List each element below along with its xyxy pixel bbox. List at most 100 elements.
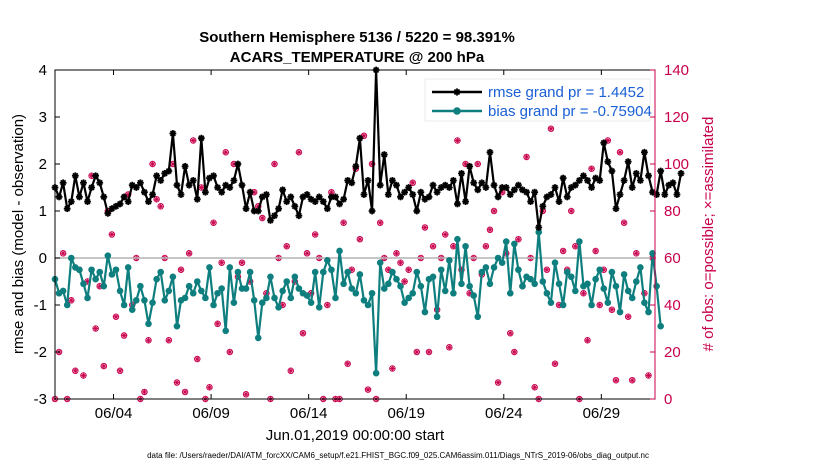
bias-point	[116, 287, 124, 295]
obs-assimilated-point	[145, 337, 152, 343]
obs-possible-point	[409, 179, 416, 187]
obs-possible-point	[511, 348, 518, 356]
bias-point	[576, 238, 583, 245]
bias-point	[572, 287, 579, 295]
obs-assimilated-point	[121, 332, 127, 339]
obs-possible-point	[120, 332, 128, 339]
obs-assimilated-point	[72, 368, 78, 374]
obs-possible-point	[324, 301, 331, 309]
bias-point	[307, 299, 315, 306]
bias-point	[185, 282, 193, 290]
bias-point	[421, 308, 429, 316]
rmse-point	[189, 177, 197, 184]
obs-possible-point	[580, 290, 587, 297]
rmse-point	[531, 188, 539, 196]
bias-point	[608, 268, 616, 276]
bias-point	[157, 268, 164, 276]
bias-point	[303, 292, 311, 299]
bias-point	[555, 280, 563, 288]
obs-possible-point	[271, 160, 278, 168]
rmse-point	[63, 205, 71, 213]
x-tick-label: 06/04	[95, 405, 133, 422]
obs-possible-point	[393, 250, 400, 257]
x-tick-label: 06/24	[485, 405, 523, 422]
obs-possible-point	[482, 242, 490, 250]
obs-assimilated-point	[609, 307, 615, 313]
obs-assimilated-point	[93, 325, 99, 332]
rmse-point	[490, 181, 498, 189]
bias-point	[657, 322, 664, 330]
bias-point	[161, 297, 169, 304]
obs-assimilated-point	[243, 391, 249, 397]
bias-point	[494, 254, 502, 262]
chart-title-line1: Southern Hemisphere 5136 / 5220 = 98.391…	[199, 29, 515, 46]
bias-point	[153, 275, 160, 283]
rmse-point	[348, 179, 356, 187]
legend-bias-marker	[453, 107, 461, 115]
bias-point	[531, 280, 538, 288]
rmse-point	[515, 181, 522, 189]
rmse-point	[124, 198, 132, 205]
rmse-point	[181, 162, 189, 170]
bias-point	[206, 264, 213, 271]
bias-point	[291, 273, 299, 281]
rmse-point	[510, 186, 518, 194]
bias-point	[59, 287, 67, 295]
obs-assimilated-point	[410, 180, 416, 186]
bias-point	[547, 299, 555, 306]
rmse-point	[454, 200, 461, 208]
chart-title-line2: ACARS_TEMPERATURE @ 200 hPa	[230, 49, 485, 66]
obs-assimilated-point	[605, 137, 611, 144]
rmse-point	[173, 181, 181, 189]
rmse-point	[254, 207, 262, 215]
obs-assimilated-point	[361, 133, 367, 139]
obs-assimilated-point	[617, 149, 623, 155]
bias-point	[376, 259, 384, 267]
obs-possible-point	[92, 325, 99, 332]
obs-possible-point	[116, 367, 124, 375]
obs-assimilated-point	[80, 372, 87, 379]
obs-assimilated-point	[483, 243, 489, 249]
obs-assimilated-point	[304, 250, 310, 256]
obs-possible-point	[242, 391, 250, 398]
rmse-point	[506, 191, 514, 198]
obs-possible-point	[592, 247, 599, 255]
obs-possible-point	[303, 250, 311, 257]
obs-possible-point	[474, 160, 482, 168]
rmse-point	[136, 179, 144, 187]
bias-point	[409, 289, 417, 297]
obs-possible-point	[177, 266, 185, 274]
obs-assimilated-point	[300, 330, 306, 336]
bias-point	[539, 278, 547, 285]
obs-possible-point	[446, 344, 453, 351]
bias-point	[198, 287, 205, 295]
obs-possible-point	[405, 266, 412, 274]
bias-point	[612, 282, 620, 290]
rmse-point	[141, 188, 148, 196]
bias-point	[356, 271, 364, 278]
obs-possible-point	[494, 379, 502, 386]
obs-possible-point	[141, 388, 148, 396]
obs-assimilated-point	[532, 384, 538, 390]
obs-assimilated-point	[414, 349, 420, 355]
rmse-point	[234, 160, 242, 168]
bias-point	[76, 266, 83, 274]
rmse-point	[71, 172, 79, 180]
obs-assimilated-point	[312, 231, 318, 238]
rmse-point	[238, 181, 246, 189]
obs-possible-point	[454, 137, 461, 144]
bias-point	[108, 271, 116, 278]
rmse-point	[604, 158, 612, 166]
bias-point	[478, 268, 486, 276]
bias-point	[628, 294, 636, 302]
obs-assimilated-point	[613, 377, 619, 383]
obs-possible-point	[531, 384, 538, 391]
bias-point	[559, 301, 567, 309]
rmse-point	[352, 162, 360, 170]
obs-assimilated-point	[210, 220, 217, 226]
obs-possible-point	[108, 231, 116, 238]
rmse-point	[364, 177, 372, 184]
bias-point	[169, 273, 177, 281]
bias-point	[600, 285, 608, 292]
rmse-point	[230, 177, 238, 184]
